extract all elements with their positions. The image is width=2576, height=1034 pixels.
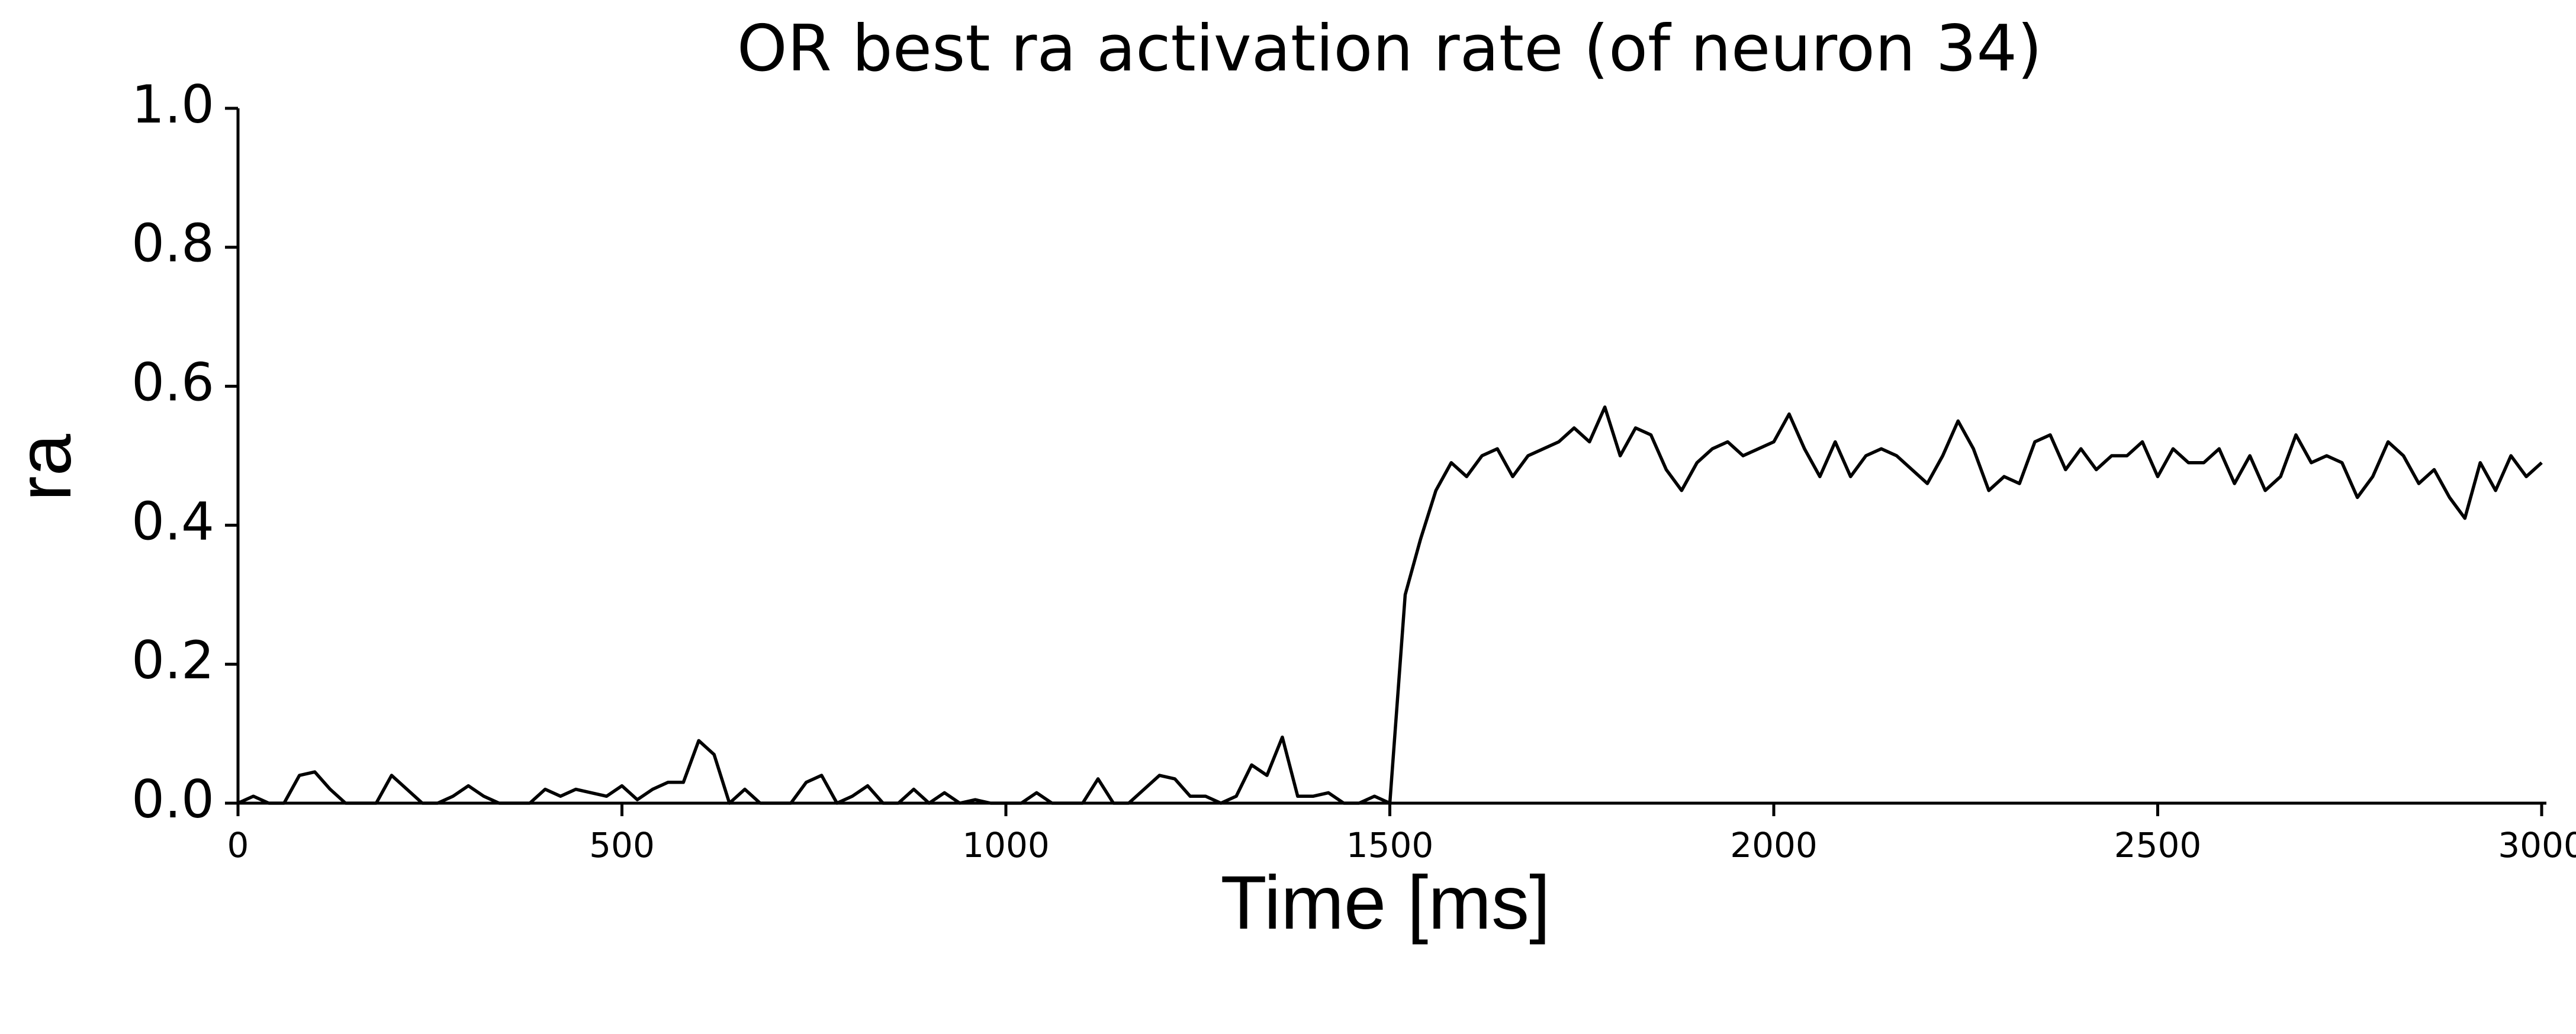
y-tick-label: 0.4 [131,491,214,552]
data-line [237,405,2543,805]
y-tick-label: 0.8 [131,213,214,274]
x-tick-label: 2000 [1730,825,1818,865]
x-tick-label: 0 [227,825,249,865]
x-tick-label: 500 [589,825,655,865]
y-tick-label: 0.0 [131,769,214,830]
chart-title: OR best ra activation rate (of neuron 34… [737,12,2043,86]
y-tick-label: 0.6 [131,352,214,413]
x-axis-label: Time [ms] [1221,861,1551,945]
y-tick-label: 1.0 [131,74,214,135]
y-tick-label: 0.2 [131,630,214,691]
x-tick-label: 1500 [1346,825,1434,865]
x-tick-label: 1000 [962,825,1050,865]
x-tick-label: 3000 [2498,825,2576,865]
x-tick-label: 2500 [2114,825,2202,865]
y-axis-label: ra [2,433,87,501]
